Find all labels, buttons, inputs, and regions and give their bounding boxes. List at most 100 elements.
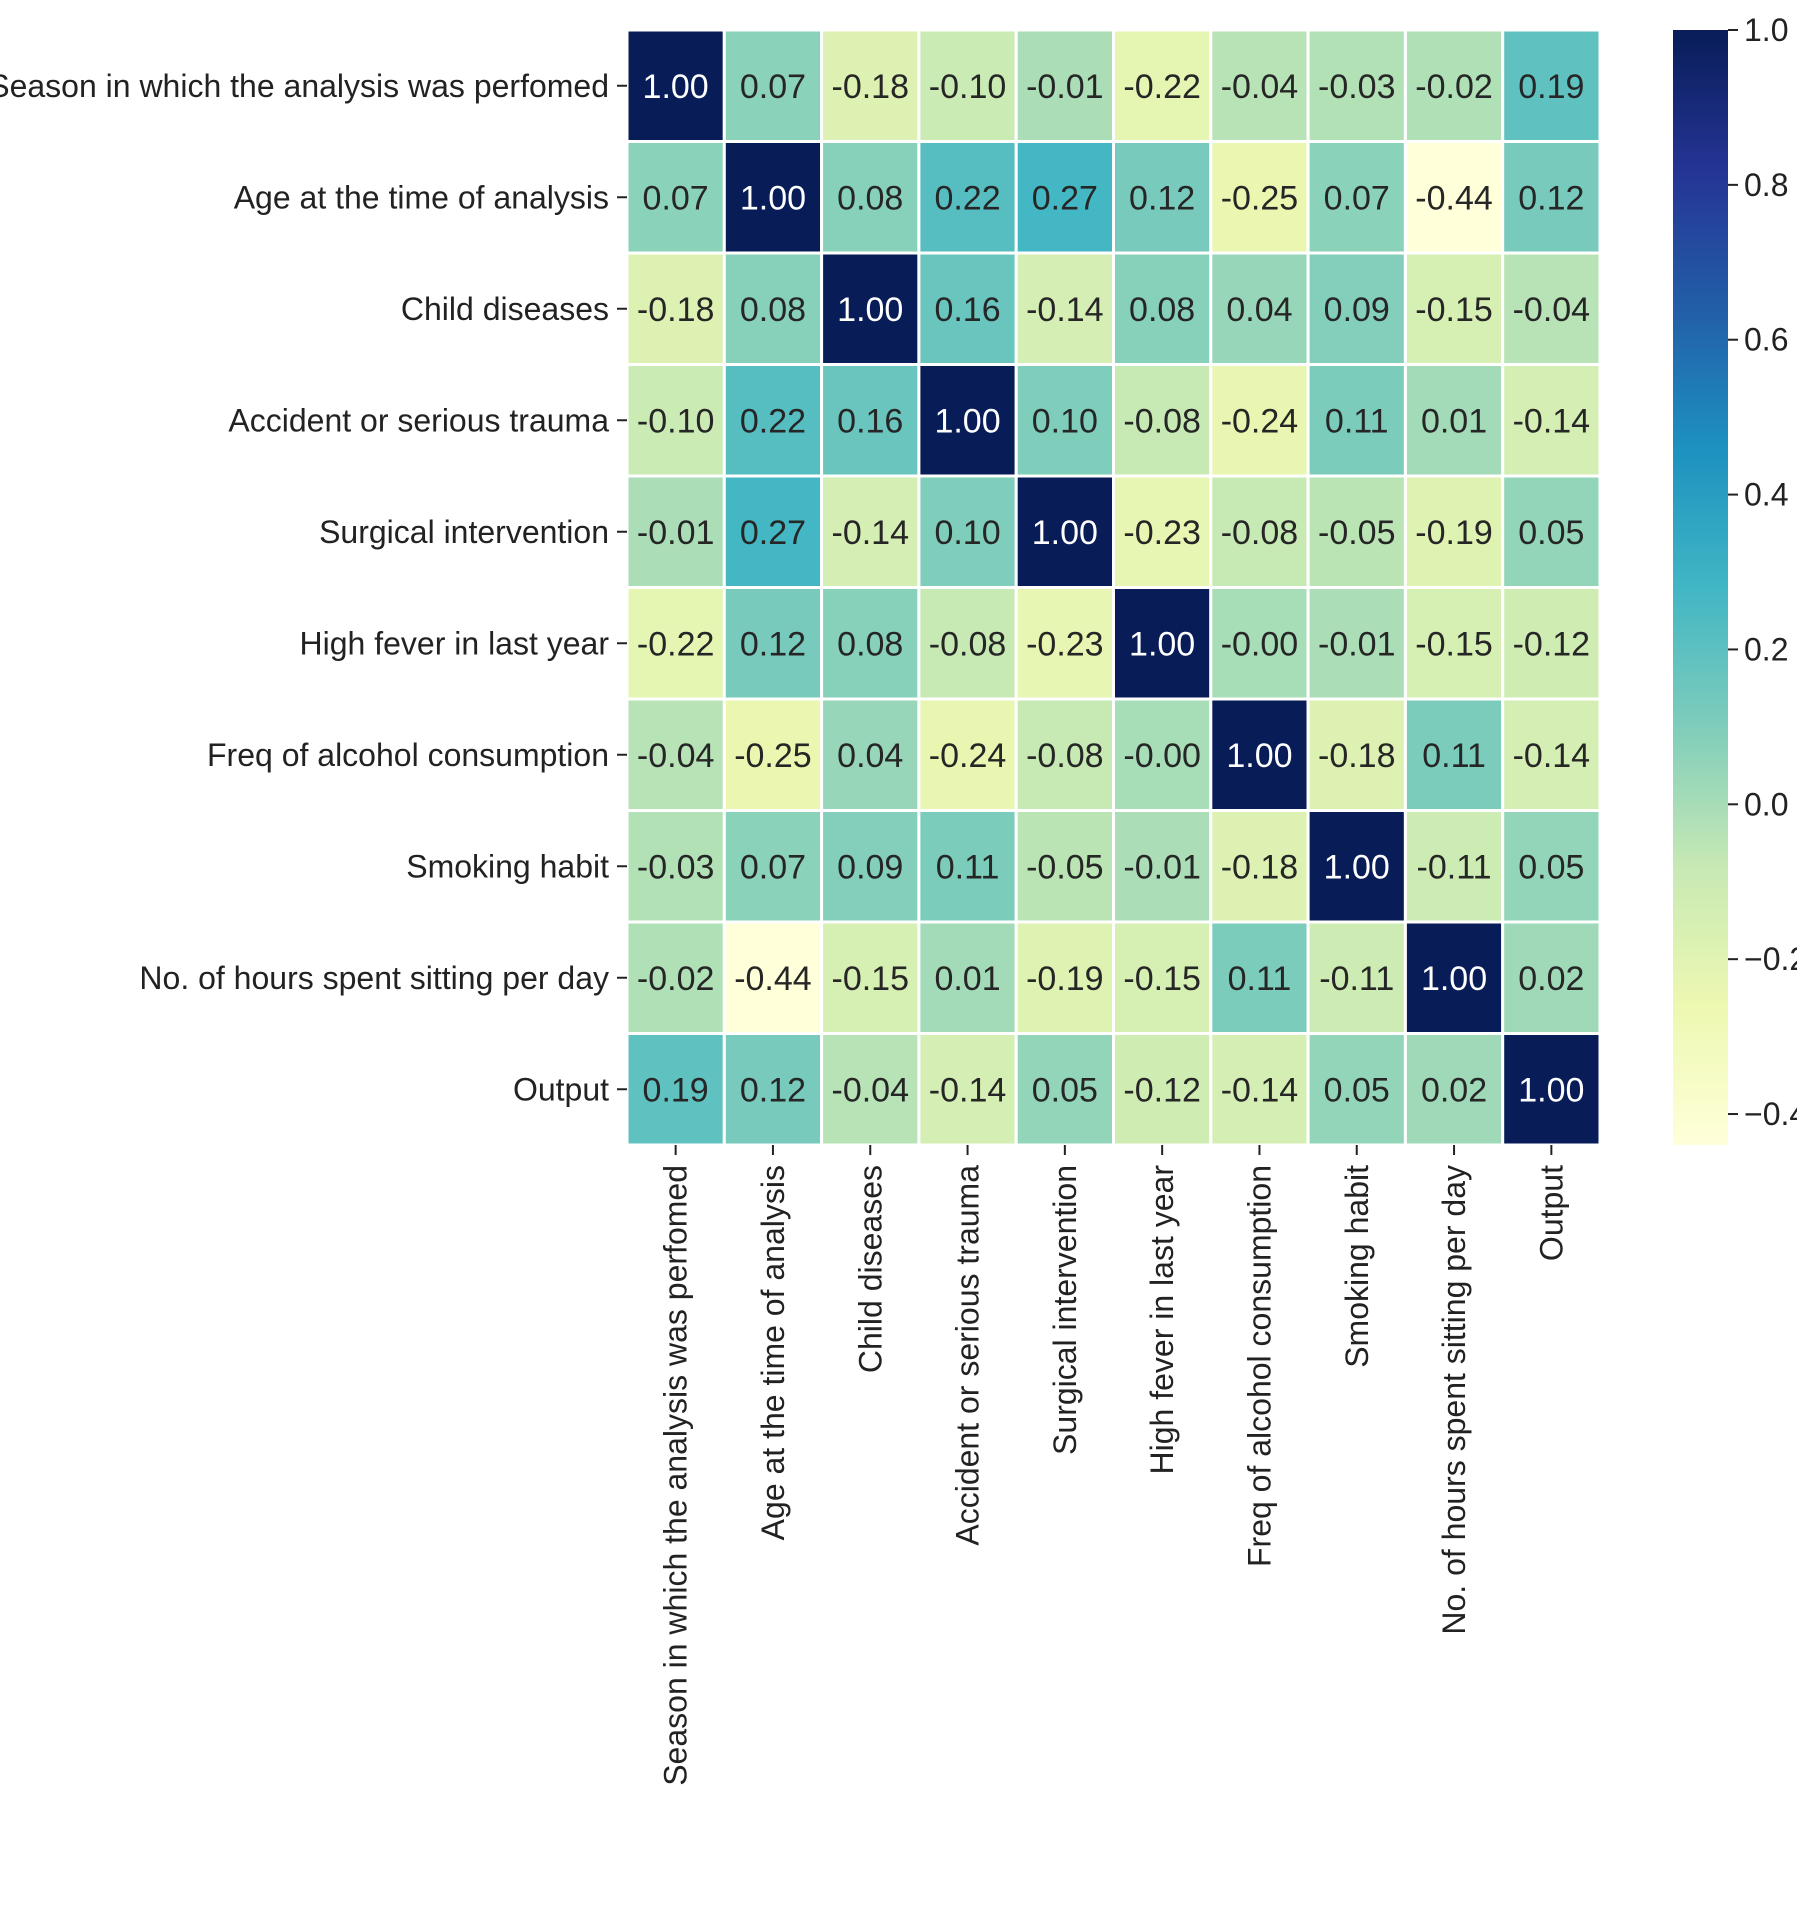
cell-value-label: 1.00 (1324, 848, 1390, 886)
heatmap-cell-r6-c7 (1306, 697, 1407, 812)
heatmap-cell-r4-c7 (1306, 474, 1407, 589)
cell-value-label: -0.05 (1318, 514, 1396, 552)
heatmap-cell-r7-c8 (1403, 809, 1505, 924)
cell-value-label: 0.22 (934, 179, 1000, 217)
heatmap-cell-r9-c7 (1306, 1032, 1407, 1147)
heatmap-cell-r1-c1 (722, 140, 824, 255)
heatmap-cell-r2-c7 (1306, 251, 1407, 366)
cell-value-label: 0.10 (934, 514, 1000, 552)
cell-value-label: 1.00 (934, 402, 1000, 440)
cell-value-label: 0.08 (837, 179, 903, 217)
heatmap-cell-r5-c0 (625, 586, 726, 701)
cell-value-label: -0.25 (734, 737, 812, 775)
cell-value-label: -0.25 (1221, 179, 1299, 217)
cell-value-label: 0.22 (740, 402, 806, 440)
y-tick-label: High fever in last year (300, 625, 610, 661)
cell-value-label: 0.16 (934, 291, 1000, 329)
cell-value-label: -0.04 (1221, 68, 1299, 106)
cell-value-label: -0.23 (1026, 625, 1104, 663)
heatmap-cell-r9-c6 (1209, 1032, 1310, 1147)
cell-value-label: -0.03 (637, 848, 715, 886)
heatmap-cell-r9-c5 (1112, 1032, 1213, 1147)
cell-value-label: 0.07 (740, 68, 806, 106)
heatmap-cell-r8-c7 (1306, 920, 1407, 1035)
heatmap-cell-r4-c5 (1112, 474, 1213, 589)
x-tick-label: Surgical intervention (1047, 1165, 1083, 1455)
cell-value-label: -0.08 (929, 625, 1007, 663)
cell-value-label: 1.00 (1032, 514, 1098, 552)
cell-value-label: -0.15 (1415, 625, 1493, 663)
cell-value-label: 0.12 (740, 1071, 806, 1109)
cell-value-label: -0.23 (1123, 514, 1201, 552)
colorbar: 1.0 0.8 0.6 0.4 0.2 0.0 −0.2 −0.4 (1673, 12, 1797, 1145)
heatmap-cell-r1-c3 (917, 140, 1018, 255)
cell-value-label: -0.04 (832, 1071, 910, 1109)
cell-value-label: -0.05 (1026, 848, 1104, 886)
colorbar-tick-label: 0.4 (1744, 477, 1788, 513)
y-tick-label: Surgical intervention (319, 514, 609, 550)
x-tick-label: Child diseases (852, 1165, 888, 1373)
heatmap-cell-r4-c1 (722, 474, 824, 589)
cell-value-label: 0.19 (1518, 68, 1584, 106)
heatmap-cell-r0-c7 (1306, 28, 1407, 143)
heatmap-cell-r5-c8 (1403, 586, 1505, 701)
heatmap-cell-r5-c2 (820, 586, 921, 701)
cell-value-label: 0.01 (1421, 402, 1487, 440)
cell-value-label: 0.27 (740, 514, 806, 552)
heatmap-cell-r5-c5 (1112, 586, 1213, 701)
heatmap-cell-r0-c9 (1501, 28, 1602, 143)
heatmap-cell-r9-c9 (1501, 1032, 1602, 1147)
cell-value-label: 1.00 (1518, 1071, 1584, 1109)
heatmap-cell-r4-c9 (1501, 474, 1602, 589)
heatmap-cell-r1-c5 (1112, 140, 1213, 255)
cell-value-label: 0.11 (1228, 960, 1292, 998)
cell-value-label: 0.08 (1129, 291, 1195, 329)
cell-value-label: 0.11 (1422, 737, 1486, 775)
heatmap-cell-r6-c3 (917, 697, 1018, 812)
cell-value-label: 0.08 (837, 625, 903, 663)
heatmap-cell-r8-c9 (1501, 920, 1602, 1035)
x-tick-label: Accident or serious trauma (950, 1165, 986, 1546)
x-tick-label: Season in which the analysis was perfome… (658, 1165, 694, 1786)
colorbar-tick-label: 0.2 (1744, 631, 1788, 667)
cell-value-label: -0.08 (1026, 737, 1104, 775)
cell-value-label: -0.14 (929, 1071, 1007, 1109)
cell-value-label: -0.14 (832, 514, 910, 552)
heatmap-cell-r2-c8 (1403, 251, 1505, 366)
heatmap-cell-r7-c1 (722, 809, 824, 924)
cell-value-label: 1.00 (643, 68, 709, 106)
cell-value-label: -0.24 (929, 737, 1007, 775)
cell-value-label: 0.12 (740, 625, 806, 663)
colorbar-tick-label: 1.0 (1744, 12, 1788, 48)
cell-value-label: -0.11 (1417, 848, 1492, 886)
cell-value-label: -0.01 (637, 514, 715, 552)
cell-value-label: -0.08 (1123, 402, 1201, 440)
colorbar-tick-label: −0.4 (1744, 1096, 1797, 1132)
cell-value-label: -0.14 (1513, 737, 1591, 775)
colorbar-gradient (1673, 30, 1728, 1145)
heatmap-cell-r9-c0 (625, 1032, 726, 1147)
x-axis-labels: Season in which the analysis was perfome… (658, 1145, 1569, 1786)
heatmap-cell-r1-c9 (1501, 140, 1602, 255)
heatmap-cell-r7-c5 (1112, 809, 1213, 924)
heatmap-cell-r6-c6 (1209, 697, 1310, 812)
heatmap-cell-r7-c3 (917, 809, 1018, 924)
heatmap-cell-r0-c5 (1112, 28, 1213, 143)
cell-value-label: 1.00 (1226, 737, 1292, 775)
cell-value-label: 0.05 (1518, 514, 1584, 552)
y-tick-label: Freq of alcohol consumption (207, 737, 609, 773)
cell-value-label: 0.09 (1324, 291, 1390, 329)
heatmap-cell-r7-c6 (1209, 809, 1310, 924)
cell-value-label: 0.05 (1324, 1071, 1390, 1109)
heatmap-cell-r8-c8 (1403, 920, 1505, 1035)
heatmap-cell-r2-c9 (1501, 251, 1602, 366)
colorbar-tick-label: 0.6 (1744, 322, 1788, 358)
cell-value-label: 0.07 (1324, 179, 1390, 217)
y-tick-label: Child diseases (401, 291, 609, 327)
y-tick-label: No. of hours spent sitting per day (139, 960, 609, 996)
y-tick-label: Season in which the analysis was perfome… (0, 68, 609, 104)
heatmap-cell-r6-c0 (625, 697, 726, 812)
heatmap-cell-r5-c4 (1014, 586, 1116, 701)
cell-value-label: 0.07 (643, 179, 709, 217)
